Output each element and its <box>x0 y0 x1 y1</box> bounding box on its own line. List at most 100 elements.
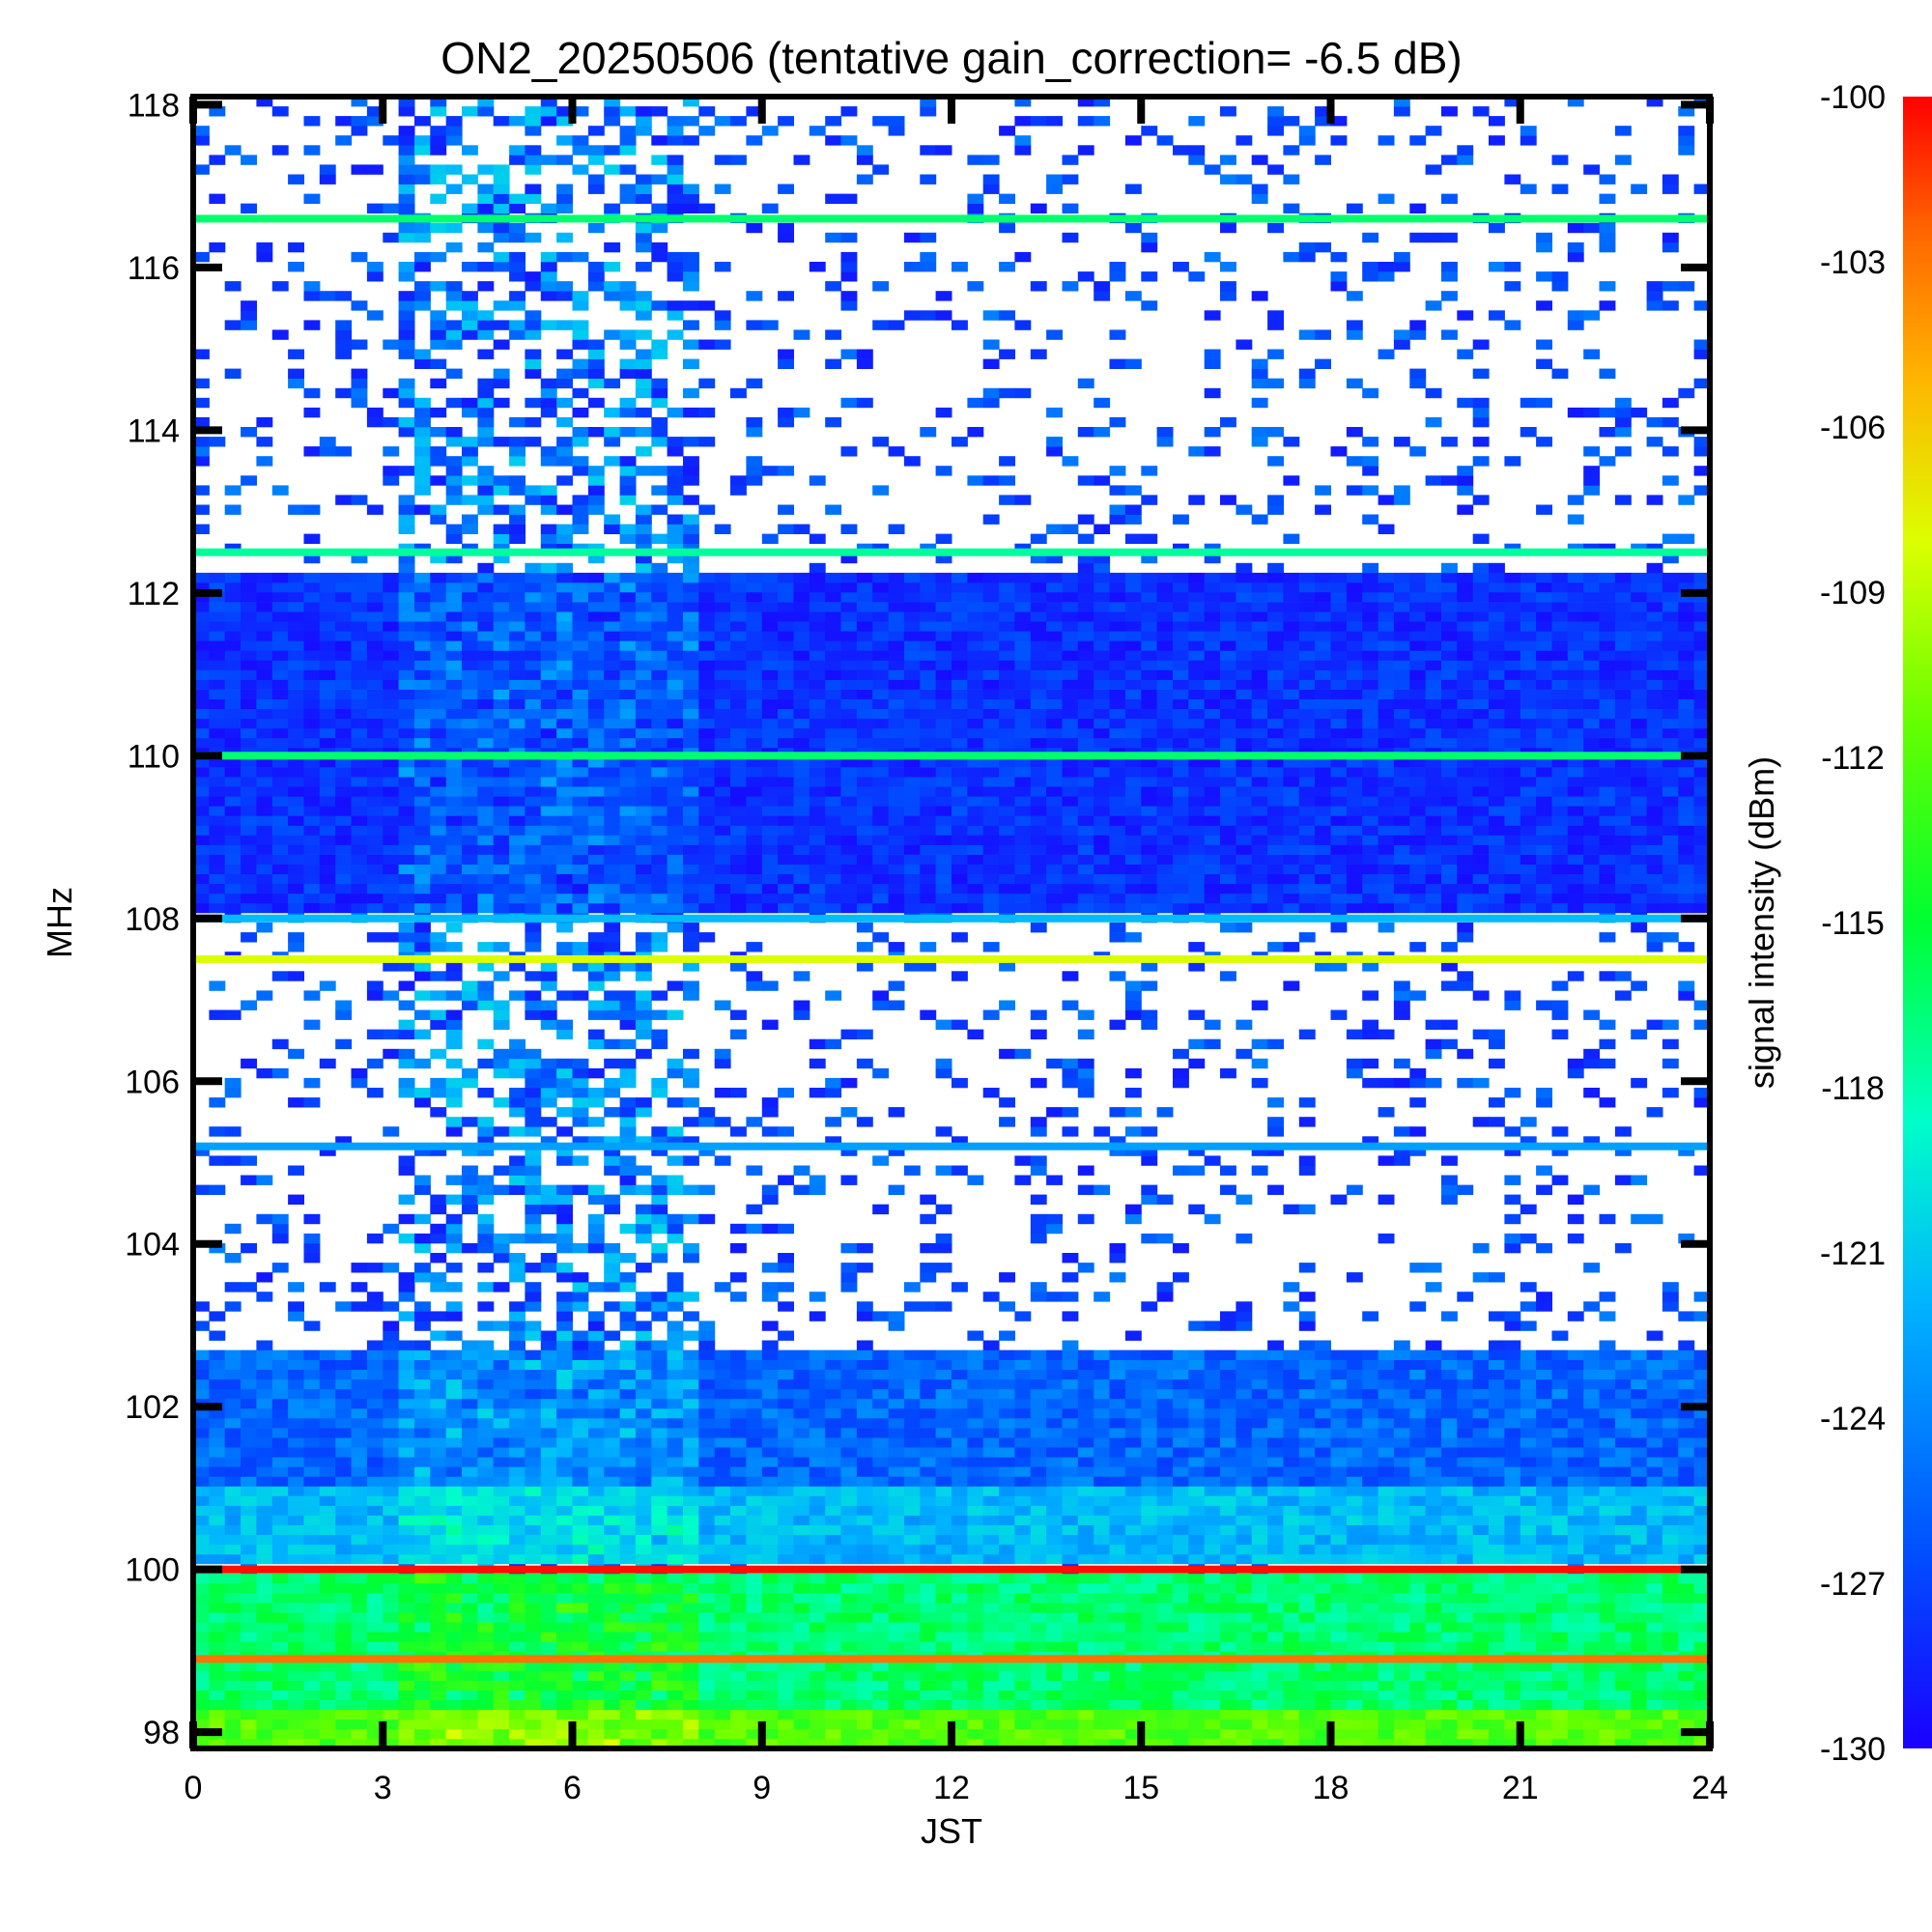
heatmap-cell <box>1646 1398 1663 1409</box>
heatmap-cell <box>604 1407 621 1419</box>
heatmap-cell <box>604 1398 621 1409</box>
heatmap-cell <box>1062 1378 1079 1390</box>
heatmap-cell <box>1409 1457 1427 1467</box>
heatmap-cell <box>587 1573 605 1584</box>
heatmap-cell <box>1094 1728 1111 1740</box>
heatmap-cell <box>209 1447 226 1458</box>
heatmap-cell <box>256 1398 273 1409</box>
heatmap-cell <box>351 1709 368 1720</box>
heatmap-cell <box>761 1097 779 1108</box>
heatmap-cell <box>1173 1242 1189 1254</box>
heatmap-cell <box>1283 1388 1300 1400</box>
heatmap-cell <box>430 1272 447 1283</box>
heatmap-cell <box>1141 1378 1158 1390</box>
heatmap-cell <box>1441 1661 1458 1671</box>
heatmap-cell <box>840 1388 858 1400</box>
heatmap-cell <box>445 1263 463 1273</box>
heatmap-cell <box>556 1524 573 1535</box>
heatmap-cell <box>1220 1437 1236 1448</box>
heatmap-cell <box>746 1699 763 1711</box>
heatmap-cell <box>1678 1437 1695 1448</box>
heatmap-cell <box>335 1428 353 1438</box>
heatmap-cell <box>619 1505 637 1516</box>
heatmap-cell <box>1220 1583 1236 1594</box>
heatmap-cell <box>920 1359 937 1370</box>
heatmap-cell <box>383 1738 400 1748</box>
heatmap-cell <box>271 1369 289 1380</box>
heatmap-cell <box>667 1553 684 1565</box>
heatmap-cell <box>619 902 637 914</box>
heatmap-cell <box>1472 1388 1490 1400</box>
heatmap-cell <box>1062 1058 1079 1069</box>
heatmap-cell <box>714 1466 731 1477</box>
heatmap-cell <box>509 902 526 914</box>
heatmap-cell <box>319 1632 336 1642</box>
heatmap-cell <box>493 1369 510 1380</box>
heatmap-cell <box>619 1612 637 1623</box>
heatmap-cell <box>1346 1544 1363 1555</box>
heatmap-cell <box>587 1544 605 1555</box>
heatmap-cell <box>903 1398 921 1409</box>
heatmap-cell <box>383 1223 400 1235</box>
heatmap-cell <box>1472 1505 1490 1516</box>
heatmap-cell <box>778 1466 794 1477</box>
heatmap-cell <box>351 1661 368 1671</box>
heatmap-cell <box>809 1038 826 1050</box>
heatmap-cell <box>903 1495 921 1506</box>
heatmap-cell <box>383 1612 400 1623</box>
heatmap-cell <box>1489 1457 1505 1467</box>
heatmap-cell <box>1077 1213 1094 1225</box>
heatmap-cell <box>935 1593 952 1604</box>
heatmap-cell <box>1141 1505 1158 1516</box>
heatmap-cell <box>999 1330 1015 1341</box>
heatmap-cell <box>383 1709 400 1720</box>
heatmap-cell <box>303 1019 321 1030</box>
heatmap-cell <box>493 1447 510 1458</box>
heatmap-cell <box>1631 1738 1648 1748</box>
heatmap-cell <box>1599 1311 1616 1321</box>
heatmap-cell <box>1472 1622 1490 1633</box>
heatmap-cell <box>477 1544 495 1555</box>
heatmap-cell <box>509 1253 526 1264</box>
heatmap-cell <box>698 1612 716 1623</box>
heatmap-cell <box>414 1146 431 1156</box>
heatmap-cell <box>1489 1661 1505 1671</box>
heatmap-cell <box>1109 1398 1126 1409</box>
heatmap-cell <box>1441 1369 1458 1380</box>
heatmap-cell <box>1236 1524 1253 1535</box>
heatmap-cell <box>793 1165 810 1176</box>
heatmap-cell <box>1094 1398 1111 1409</box>
heatmap-cell <box>1425 1398 1442 1409</box>
heatmap-cell <box>982 1553 1000 1565</box>
heatmap-cell <box>1378 1641 1395 1652</box>
heatmap-cell <box>1536 1000 1552 1010</box>
heatmap-cell <box>635 1048 652 1060</box>
heatmap-cell <box>587 1428 605 1438</box>
heatmap-cell <box>1330 1680 1348 1690</box>
heatmap-cell <box>1631 1359 1648 1370</box>
heatmap-cell <box>1346 1369 1363 1380</box>
heatmap-cell <box>1393 1632 1410 1642</box>
heatmap-cell <box>1188 1388 1206 1400</box>
heatmap-cell <box>1457 932 1474 943</box>
heatmap-cell <box>1567 1359 1584 1370</box>
heatmap-cell <box>271 1398 289 1409</box>
heatmap-cell <box>635 1486 652 1496</box>
heatmap-cell <box>1393 1340 1410 1350</box>
heatmap-cell <box>809 1476 826 1487</box>
heatmap-cell <box>1693 1407 1710 1419</box>
heatmap-cell <box>856 961 873 972</box>
heatmap-cell <box>1141 1369 1158 1380</box>
heatmap-cell <box>271 1622 289 1633</box>
heatmap-cell <box>1583 1359 1601 1370</box>
heatmap-cell <box>1631 1544 1648 1555</box>
heatmap-cell <box>698 1321 716 1331</box>
heatmap-cell <box>445 961 463 972</box>
heatmap-cell <box>1409 1369 1427 1380</box>
heatmap-cell <box>1567 1603 1584 1613</box>
heatmap-cell <box>271 1359 289 1370</box>
heatmap-cell <box>1220 1728 1236 1740</box>
heatmap-cell <box>967 1553 984 1565</box>
heatmap-cell <box>714 1661 731 1671</box>
heatmap-cell <box>572 1728 589 1740</box>
